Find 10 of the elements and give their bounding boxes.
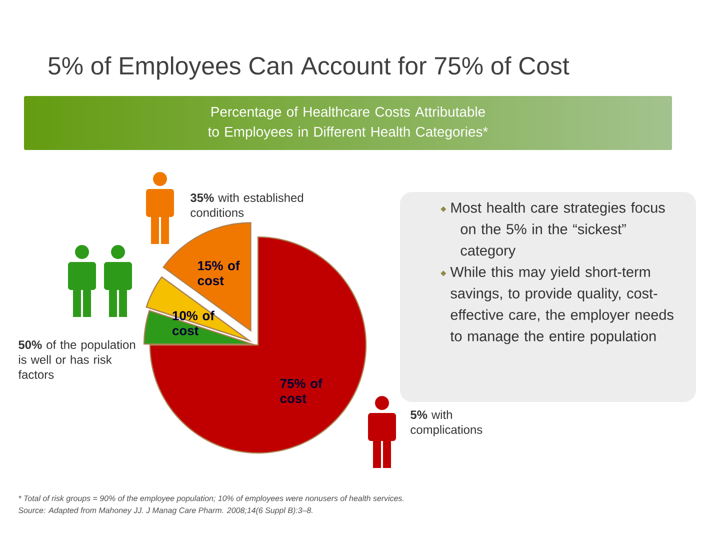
data-label: 75% of cost — [280, 378, 322, 404]
chart-subtitle: Percentage of Healthcare Costs Attributable to Employees in Different Health Categories* — [208, 106, 488, 140]
chart-title: 5% of Employees Can Account for 75% of Cost — [48, 56, 570, 80]
text: Most health care strategies focus on the 5% in the “sickest” category — [451, 202, 665, 258]
slice-label: 50% of the population is well or has risk factors — [18, 340, 136, 379]
legend-label: 5% with complications — [410, 410, 482, 436]
legend-label: 35% with established conditions — [190, 193, 304, 217]
text: 10% of cost — [172, 310, 214, 336]
text: While this may yield short-term savings, to provide quality, cost-effective care, the employer needs to manage the entire population — [450, 266, 674, 344]
data-label: 15% of cost — [198, 260, 240, 286]
